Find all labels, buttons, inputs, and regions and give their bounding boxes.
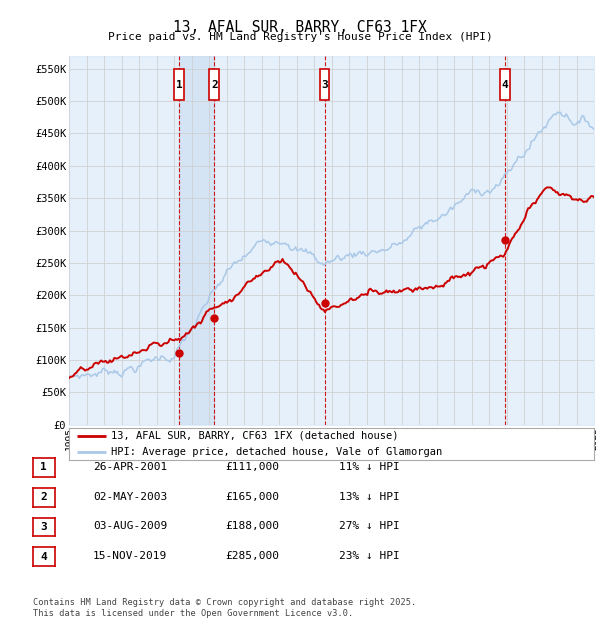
Text: 4: 4 bbox=[40, 552, 47, 562]
FancyBboxPatch shape bbox=[500, 69, 509, 100]
Text: £111,000: £111,000 bbox=[225, 462, 279, 472]
Text: 2: 2 bbox=[40, 492, 47, 502]
Text: 1: 1 bbox=[40, 463, 47, 472]
Text: 11% ↓ HPI: 11% ↓ HPI bbox=[339, 462, 400, 472]
Text: 27% ↓ HPI: 27% ↓ HPI bbox=[339, 521, 400, 531]
Text: 03-AUG-2009: 03-AUG-2009 bbox=[93, 521, 167, 531]
Text: £285,000: £285,000 bbox=[225, 551, 279, 561]
Bar bbox=[179, 56, 214, 425]
Text: 4: 4 bbox=[502, 80, 508, 90]
Text: 3: 3 bbox=[321, 80, 328, 90]
Text: 13% ↓ HPI: 13% ↓ HPI bbox=[339, 492, 400, 502]
Text: 02-MAY-2003: 02-MAY-2003 bbox=[93, 492, 167, 502]
FancyBboxPatch shape bbox=[209, 69, 219, 100]
Text: 1: 1 bbox=[176, 80, 182, 90]
Text: £165,000: £165,000 bbox=[225, 492, 279, 502]
Text: Contains HM Land Registry data © Crown copyright and database right 2025.
This d: Contains HM Land Registry data © Crown c… bbox=[33, 598, 416, 618]
Text: Price paid vs. HM Land Registry's House Price Index (HPI): Price paid vs. HM Land Registry's House … bbox=[107, 32, 493, 42]
Text: 2: 2 bbox=[211, 80, 218, 90]
Text: 23% ↓ HPI: 23% ↓ HPI bbox=[339, 551, 400, 561]
Text: £188,000: £188,000 bbox=[225, 521, 279, 531]
FancyBboxPatch shape bbox=[175, 69, 184, 100]
Text: 13, AFAL SUR, BARRY, CF63 1FX: 13, AFAL SUR, BARRY, CF63 1FX bbox=[173, 20, 427, 35]
Text: HPI: Average price, detached house, Vale of Glamorgan: HPI: Average price, detached house, Vale… bbox=[111, 447, 442, 457]
Text: 13, AFAL SUR, BARRY, CF63 1FX (detached house): 13, AFAL SUR, BARRY, CF63 1FX (detached … bbox=[111, 431, 398, 441]
Text: 3: 3 bbox=[40, 522, 47, 532]
Text: 26-APR-2001: 26-APR-2001 bbox=[93, 462, 167, 472]
FancyBboxPatch shape bbox=[320, 69, 329, 100]
Text: 15-NOV-2019: 15-NOV-2019 bbox=[93, 551, 167, 561]
